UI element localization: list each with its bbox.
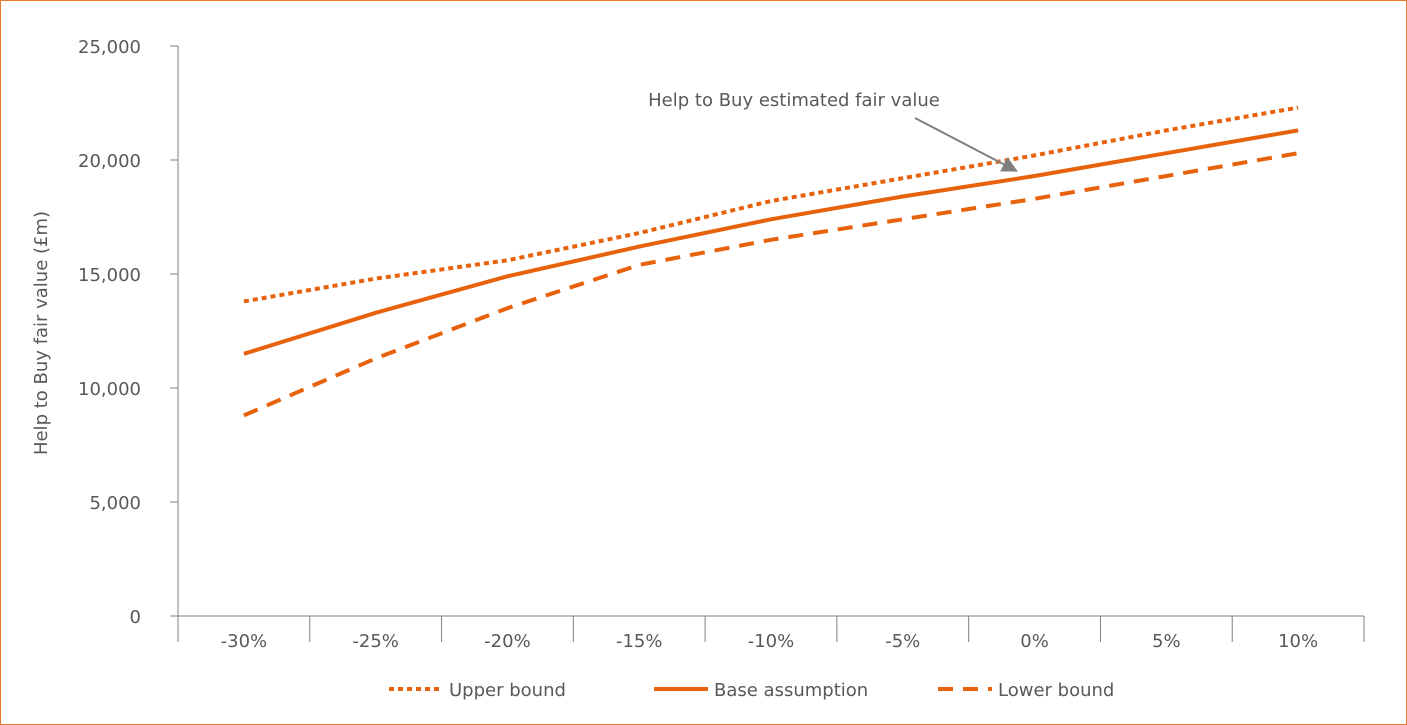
y-tick-label: 5,000 bbox=[89, 493, 141, 514]
legend-label: Lower bound bbox=[998, 680, 1114, 701]
series-lines bbox=[243, 105, 1299, 418]
annotation-label: Help to Buy estimated fair value bbox=[648, 90, 940, 111]
legend-label: Base assumption bbox=[714, 680, 868, 701]
x-tick-label: 5% bbox=[1152, 631, 1181, 652]
y-tick-labels: 0 5,000 10,000 15,000 20,000 25,000 bbox=[78, 37, 141, 628]
x-tick-label: -20% bbox=[484, 631, 531, 652]
x-tick-label: -5% bbox=[885, 631, 920, 652]
legend-label: Upper bound bbox=[449, 680, 566, 701]
x-tick-label: 0% bbox=[1020, 631, 1049, 652]
x-tick-label: -25% bbox=[352, 631, 399, 652]
x-tick-label: 10% bbox=[1278, 631, 1318, 652]
x-tick-label: -10% bbox=[748, 631, 795, 652]
legend: Upper bound Base assumption Lower bound bbox=[389, 680, 1114, 701]
axes bbox=[170, 45, 1365, 642]
y-tick-label: 25,000 bbox=[78, 37, 141, 58]
y-tick-label: 15,000 bbox=[78, 265, 141, 286]
x-tick-label: -30% bbox=[221, 631, 268, 652]
y-tick-label: 10,000 bbox=[78, 379, 141, 400]
x-tick-labels: -30% -25% -20% -15% -10% -5% 0% 5% 10% bbox=[221, 631, 1318, 652]
y-tick-label: 0 bbox=[130, 607, 141, 628]
annotation-arrow bbox=[914, 117, 1018, 172]
series-line-base-assumption bbox=[243, 128, 1299, 356]
y-tick-label: 20,000 bbox=[78, 151, 141, 172]
y-axis-title: Help to Buy fair value (£m) bbox=[31, 211, 52, 455]
x-tick-label: -15% bbox=[616, 631, 663, 652]
series-line-upper-bound bbox=[243, 105, 1299, 304]
annotations: Help to Buy estimated fair value bbox=[648, 90, 1018, 172]
series-line-lower-bound bbox=[243, 151, 1299, 418]
